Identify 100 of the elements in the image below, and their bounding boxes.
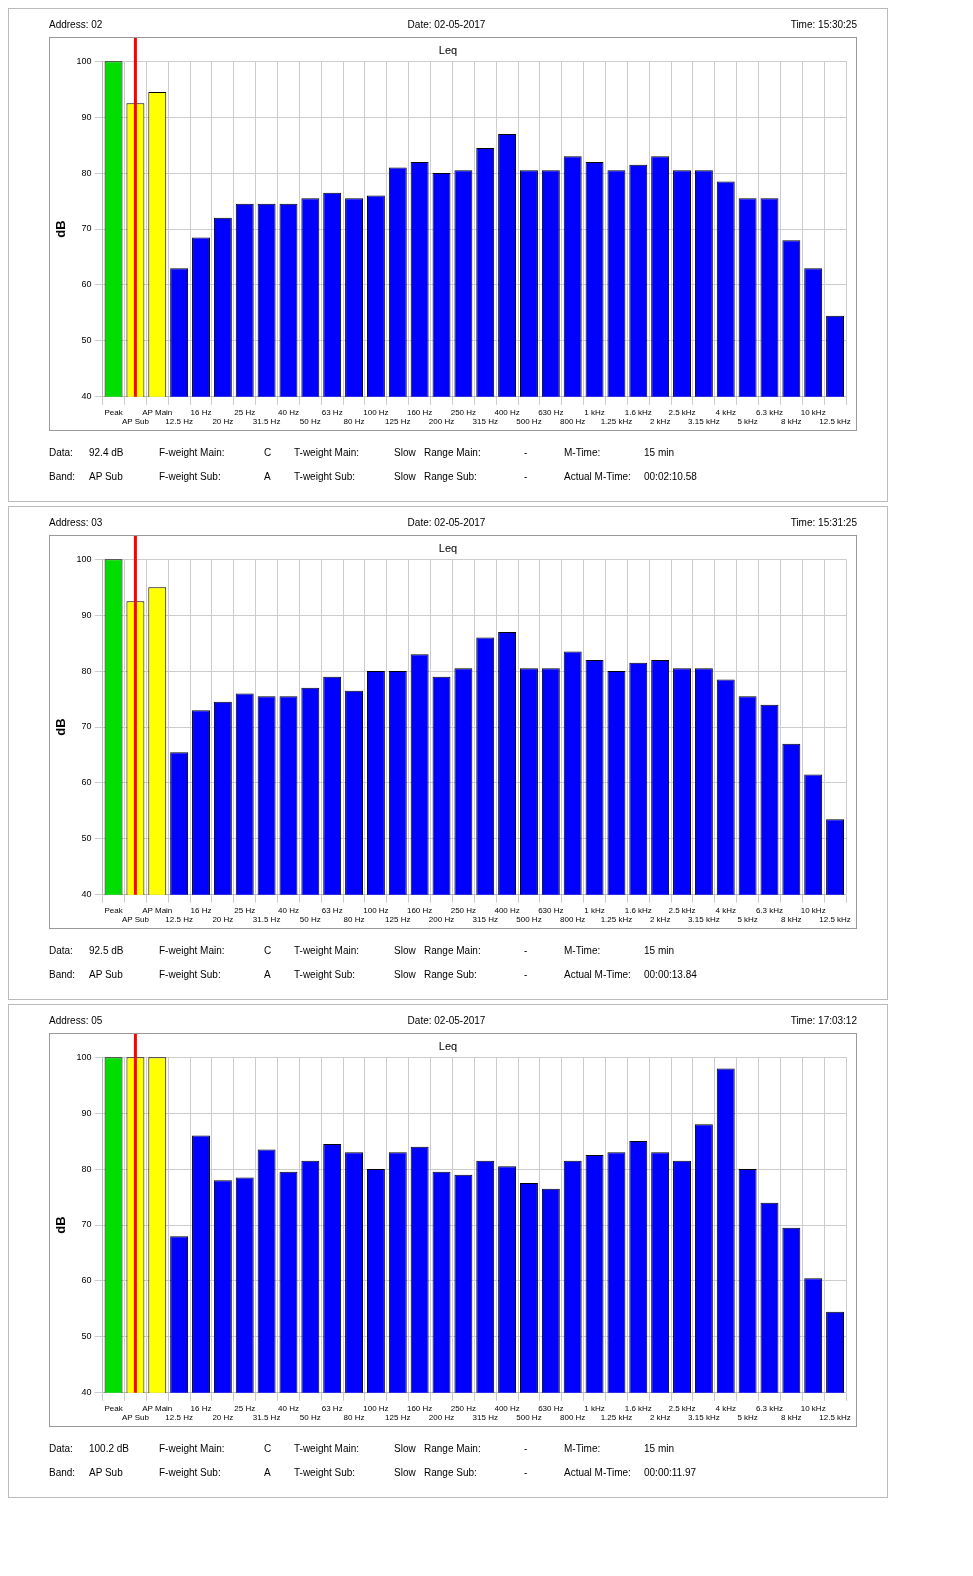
x-tick-label: Peak [104, 1403, 124, 1413]
text: Date: 02-05-2017 [407, 1015, 486, 1028]
text: C [264, 945, 273, 958]
x-tick-label: 1.6 kHz [624, 407, 652, 417]
x-tick-label: 800 Hz [560, 915, 586, 925]
text: F-weight Main: [159, 447, 226, 460]
text: F-weight Main: [159, 945, 226, 958]
text: Slow [394, 1467, 417, 1480]
text: Time: 17:03:12 [790, 1015, 857, 1028]
x-tick-label: 10 kHz [800, 407, 826, 417]
x-tick-label: 100 Hz [363, 1403, 389, 1413]
text: AP Sub [89, 969, 124, 982]
x-tick-label: 315 Hz [472, 417, 498, 427]
text: Range Main: [424, 1443, 482, 1456]
text: M-Time: [564, 1443, 602, 1456]
text: Band: [49, 471, 77, 484]
x-tick-label: 1 kHz [584, 1403, 605, 1413]
x-tick-label: 5 kHz [737, 417, 758, 427]
x-tick-label: 500 Hz [516, 1413, 542, 1423]
chart-title: Leq [438, 43, 458, 56]
x-tick-label: 12.5 Hz [165, 915, 193, 925]
text: Data: [49, 1443, 74, 1456]
x-tick-label: 250 Hz [450, 905, 477, 915]
x-tick-label: 400 Hz [494, 407, 520, 417]
x-tick-label: 8 kHz [781, 1413, 802, 1423]
text: T-weight Main: [294, 1443, 361, 1456]
y-tick-label: 40 [81, 391, 92, 402]
y-tick-label: 100 [76, 1051, 92, 1062]
x-tick-label: 16 Hz [190, 1403, 212, 1413]
text: Slow [394, 945, 417, 958]
x-tick-label: 31.5 Hz [252, 417, 281, 427]
text: - [524, 1443, 529, 1456]
text: T-weight Sub: [294, 471, 357, 484]
x-tick-label: 100 Hz [363, 905, 389, 915]
y-tick-label: 80 [81, 167, 92, 178]
x-tick-label: 400 Hz [494, 1403, 520, 1413]
y-tick-label: 90 [81, 609, 92, 620]
y-tick-label: 100 [76, 55, 92, 66]
y-tick-label: 90 [81, 111, 92, 122]
text: M-Time: [564, 945, 602, 958]
x-tick-label: 12.5 kHz [819, 1413, 851, 1423]
text: - [524, 447, 529, 460]
x-tick-label: 2.5 kHz [668, 1403, 696, 1413]
x-tick-label: 1.25 kHz [600, 915, 633, 925]
y-tick-label: 60 [81, 1275, 92, 1286]
text: Data: [49, 945, 74, 958]
y-tick-label: 70 [81, 1219, 92, 1230]
text: M-Time: [564, 447, 602, 460]
text: Slow [394, 447, 417, 460]
text: Band: [49, 1467, 77, 1480]
x-tick-label: 630 Hz [538, 1403, 564, 1413]
x-tick-label: 50 Hz [299, 1413, 321, 1423]
text: - [524, 471, 529, 484]
text: 00:00:11.97 [644, 1467, 698, 1480]
x-tick-label: 200 Hz [428, 915, 455, 925]
x-tick-label: 50 Hz [299, 417, 321, 427]
x-tick-label: 400 Hz [494, 905, 520, 915]
y-axis-title: dB [53, 1216, 69, 1234]
y-tick-label: 100 [76, 553, 92, 564]
y-tick-label: 50 [81, 833, 92, 844]
x-tick-label: 12.5 kHz [819, 417, 851, 427]
x-tick-label: Peak [104, 905, 124, 915]
x-tick-label: 160 Hz [406, 905, 433, 915]
x-tick-label: 800 Hz [560, 1413, 586, 1423]
x-tick-label: 80 Hz [343, 1413, 365, 1423]
x-tick-label: 160 Hz [406, 1403, 433, 1413]
text: C [264, 1443, 273, 1456]
text: A [264, 471, 272, 484]
y-tick-label: 50 [81, 335, 92, 346]
text: T-weight Main: [294, 945, 361, 958]
x-tick-label: 3.15 kHz [688, 1413, 720, 1423]
text: - [524, 945, 529, 958]
text: - [524, 969, 529, 982]
x-tick-label: 1.6 kHz [624, 905, 652, 915]
text: Band: [49, 969, 77, 982]
text: Range Main: [424, 447, 482, 460]
x-tick-label: 1.6 kHz [624, 1403, 652, 1413]
x-tick-label: AP Main [142, 905, 173, 915]
x-tick-label: 8 kHz [781, 417, 802, 427]
x-tick-label: 500 Hz [516, 417, 542, 427]
chart-title: Leq [438, 541, 458, 554]
y-tick-label: 50 [81, 1331, 92, 1342]
x-tick-label: 2.5 kHz [668, 905, 696, 915]
text: Time: 15:30:25 [790, 19, 857, 32]
text: F-weight Main: [159, 1443, 226, 1456]
y-tick-label: 80 [81, 665, 92, 676]
text: Time: 15:31:25 [790, 517, 857, 530]
text: Data: [49, 447, 74, 460]
text: F-weight Sub: [159, 471, 222, 484]
x-tick-label: 50 Hz [299, 915, 321, 925]
text: T-weight Main: [294, 447, 361, 460]
x-tick-label: 16 Hz [190, 905, 212, 915]
x-tick-label: 125 Hz [385, 1413, 411, 1423]
x-tick-label: AP Sub [121, 1413, 150, 1423]
x-tick-label: 20 Hz [212, 417, 234, 427]
text: Slow [394, 471, 417, 484]
x-tick-label: 20 Hz [212, 915, 234, 925]
text: AP Sub [89, 471, 124, 484]
x-tick-label: 4 kHz [715, 407, 736, 417]
y-tick-label: 70 [81, 223, 92, 234]
